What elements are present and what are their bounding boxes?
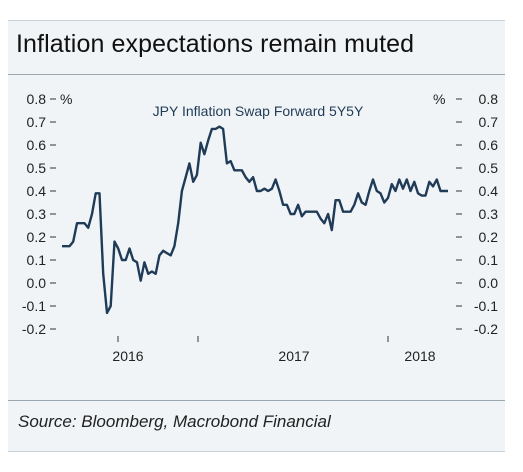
y-tick-label-right: -0.2: [474, 321, 498, 337]
y-tick-label-left: 0.2: [27, 229, 47, 245]
y-tick-label-right: 0.5: [479, 160, 499, 176]
y-tick-label-right: 0.6: [479, 137, 499, 153]
y-tick-label-left: 0.1: [27, 252, 47, 268]
y-tick-label-left: 0.4: [27, 183, 47, 199]
y-tick-label-right: 0.7: [479, 114, 499, 130]
y-tick-label-left: -0.1: [22, 298, 46, 314]
chart-panel: [8, 20, 505, 452]
y-axis-right: 0.8 0.7 0.6 0.5 0.4 0.3 0.2 0.1 0.0 -0.1 -0.2: [456, 91, 498, 337]
y-axis-left: 0.8 0.7 0.6 0.5 0.4 0.3 0.2 0.1 0.0 -0.1 -0.2: [22, 91, 56, 337]
y-tick-label-left: -0.2: [22, 321, 46, 337]
line-chart: 0.80.70.60.50.40.30.20.10.0-0.1-0.2 0.80…: [22, 91, 498, 364]
page-title: Inflation expectations remain muted: [16, 30, 415, 58]
title-divider: [8, 74, 505, 75]
x-tick-label: 2018: [404, 348, 435, 364]
y-axis-unit-right: %: [433, 91, 445, 107]
y-tick-label-right: 0.3: [479, 206, 499, 222]
y-tick-label-right: 0.1: [479, 252, 499, 268]
source-divider: [8, 400, 505, 401]
chart-title: JPY Inflation Swap Forward 5Y5Y: [153, 103, 364, 119]
y-tick-label-left: 0.3: [27, 206, 47, 222]
y-tick-label-right: 0.4: [479, 183, 499, 199]
y-tick-label-left: 0.7: [27, 114, 47, 130]
series-line-jpy-swap: [62, 125, 448, 315]
y-tick-label-left: 0.0: [27, 275, 47, 291]
y-tick-label-right: 0.8: [479, 91, 499, 107]
y-tick-label-right: 0.2: [479, 229, 499, 245]
y-tick-label-left: 0.5: [27, 160, 47, 176]
x-tick-label: 2016: [112, 348, 143, 364]
x-tick-label: 2017: [278, 348, 309, 364]
x-axis: 2016 2017 2018: [112, 336, 436, 364]
y-axis-unit-left: %: [60, 91, 72, 107]
y-tick-label-left: 0.8: [27, 91, 47, 107]
y-tick-label-left: 0.6: [27, 137, 47, 153]
y-tick-label-right: 0.0: [479, 275, 499, 291]
y-tick-label-right: -0.1: [474, 298, 498, 314]
source-note: Source: Bloomberg, Macrobond Financial: [18, 412, 331, 431]
